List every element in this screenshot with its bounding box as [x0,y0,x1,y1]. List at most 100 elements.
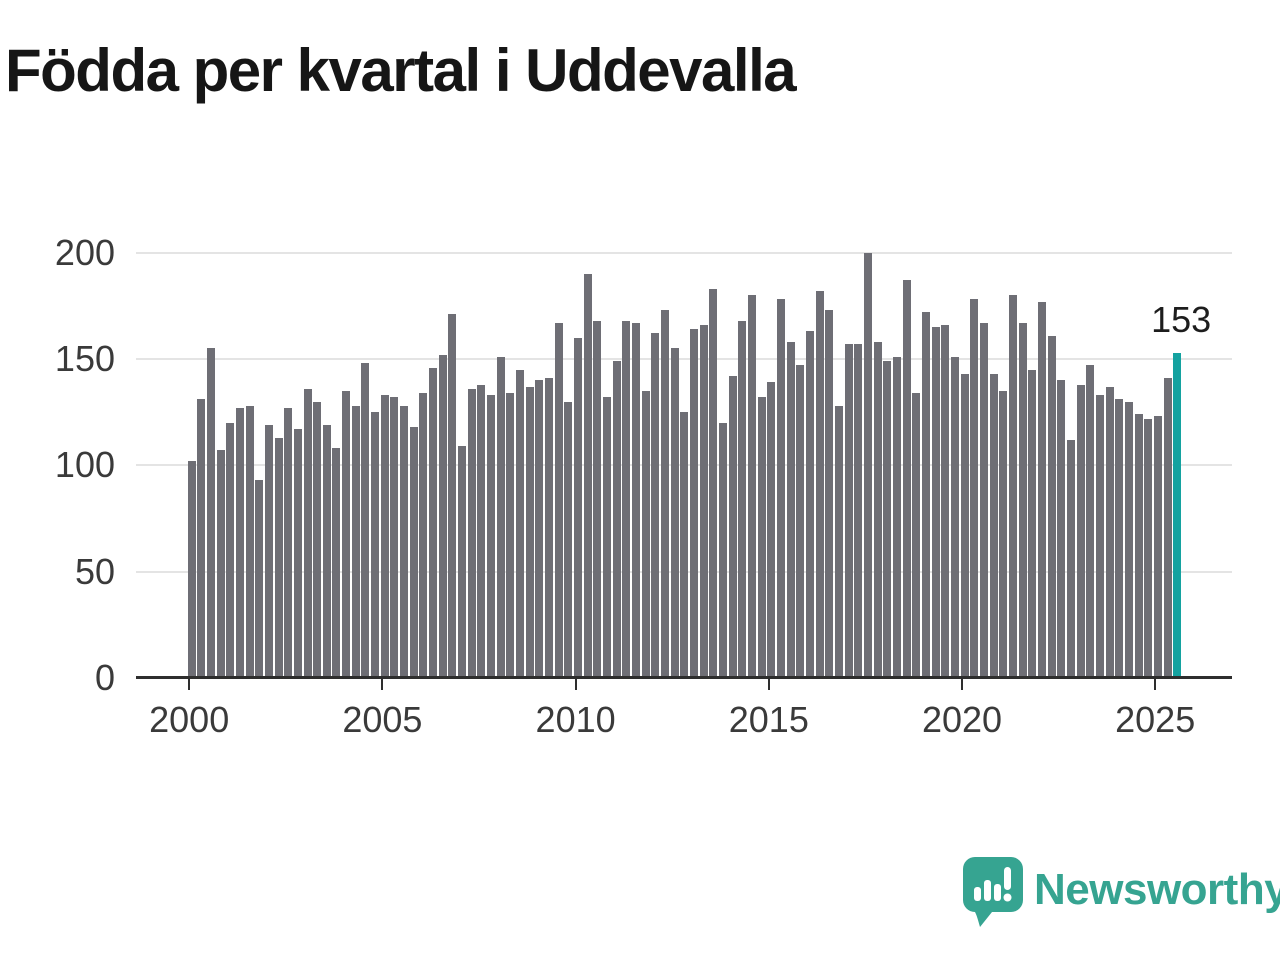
x-axis-line [136,676,1232,679]
x-axis-label: 2025 [1115,699,1196,740]
bar [438,354,447,678]
bar [834,405,843,678]
bar [226,422,235,678]
y-axis-label: 0 [94,657,115,698]
bar [912,393,921,678]
bar [487,395,496,678]
newsworthy-speech-bubble-bar-chart-icon [963,857,1023,927]
bar [670,348,679,678]
x-axis-label: 2000 [149,699,230,740]
bar [1008,295,1017,678]
bar [380,395,389,678]
bar [390,397,399,678]
x-axis-tick-2025 [1154,679,1157,690]
y-axis-label: 100 [54,444,115,486]
bar [1095,395,1104,678]
bar [902,280,911,678]
x-axis-tick-2010 [574,679,577,690]
bar [719,422,727,678]
bar [235,407,244,678]
bar [1018,322,1027,678]
bar [941,324,950,678]
bar [342,390,351,678]
bar [796,365,805,678]
branding-name: Newsworthy [1034,865,1280,914]
bar [1086,365,1095,678]
bar [748,295,756,678]
bar [854,344,863,678]
bar [245,405,254,678]
bar [371,412,380,678]
bar [564,401,573,678]
bar [554,322,563,678]
x-axis-label: 2010 [535,699,616,740]
bar [419,393,428,678]
bar [448,314,457,678]
bar [680,412,689,678]
bar [187,461,196,678]
bar [844,344,853,678]
x-axis-label: 2020 [921,699,1003,740]
bar [293,429,302,678]
bar [1163,378,1172,678]
bar [1028,369,1037,678]
bar [216,450,225,678]
bar [516,369,524,678]
bar [931,327,940,678]
bar [776,299,785,678]
y-axis-label: 200 [54,231,115,273]
bar [264,424,273,678]
bar [728,376,737,678]
x-axis-label: 2015 [728,699,809,740]
bar [429,367,438,678]
bar [409,427,418,678]
bar [1144,418,1153,678]
bar [757,397,766,678]
bar [950,356,959,678]
bar [960,373,969,678]
y-axis-label: 50 [74,550,115,592]
x-axis-tick-2020 [961,679,963,690]
bar [892,356,901,678]
bar-highlighted [1173,352,1182,678]
bar [738,320,747,678]
bar [496,356,505,678]
highlight-value-label: 153 [1151,298,1212,340]
bar [1153,416,1162,678]
bar [197,399,206,678]
bar [1076,384,1085,678]
bar [477,384,486,678]
x-axis-tick-2000 [188,679,191,690]
bar [574,337,582,678]
bar [767,382,776,678]
branding-logo: Newsworthy [962,856,1280,928]
bar [970,299,979,678]
bar [921,312,930,678]
bar [361,363,370,678]
bar [709,288,718,678]
bar [1037,301,1046,678]
bar [883,361,892,678]
bar [863,252,872,678]
bar [612,361,621,678]
bar [1047,335,1056,678]
bar [989,373,998,678]
bar [805,331,814,678]
bar [351,405,360,678]
bar [699,324,708,678]
bar [1124,401,1133,678]
bar [525,386,534,678]
bar [545,378,553,678]
bar [332,448,341,678]
bar [593,320,602,678]
x-axis-label: 2005 [342,699,423,740]
bar [815,290,824,678]
bar [1105,386,1114,678]
bar [458,446,467,678]
bar [535,380,544,678]
y-axis-label: 150 [54,337,115,379]
bar [284,407,293,678]
bar [1115,399,1124,678]
bar [603,397,611,678]
